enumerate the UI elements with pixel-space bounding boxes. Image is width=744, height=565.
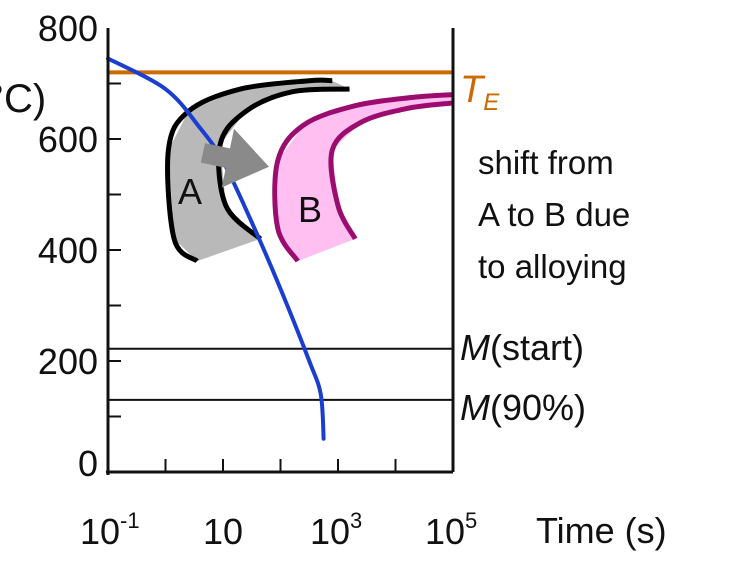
region-a-label: A <box>178 171 202 212</box>
y-tick-label: 0 <box>78 443 98 484</box>
m-start-label: M(start) <box>460 327 584 368</box>
x-axis-label: Time (s) <box>536 510 667 551</box>
labels: 0 200 400 600 800 10-1 10 103 105 Time (s) °C) TE M(… <box>0 8 667 552</box>
region-a-finish-curve <box>216 86 350 241</box>
horizontal-lines <box>108 70 453 401</box>
y-axis-label: °C) <box>0 77 46 121</box>
region-a-band <box>168 80 350 262</box>
y-tick-label: 600 <box>38 119 98 160</box>
y-tick-label: 200 <box>38 341 98 382</box>
cooling-curve <box>106 56 326 441</box>
shift-annotation-line: shift from <box>478 144 614 181</box>
cooling-curve-layer <box>106 56 326 441</box>
region-b-finish-curve <box>328 100 454 241</box>
y-tick-label: 400 <box>38 230 98 271</box>
region-b-label: B <box>298 189 322 230</box>
y-tick-label: 800 <box>38 8 98 49</box>
transformation-regions <box>165 77 454 264</box>
te-label: TE <box>460 69 500 116</box>
region-b-band <box>277 94 453 262</box>
x-tick-label: 103 <box>310 508 362 552</box>
shift-annotation-line: to alloying <box>478 248 627 285</box>
axes <box>106 28 455 475</box>
x-tick-label: 105 <box>425 508 477 552</box>
shift-arrow <box>200 128 269 188</box>
shift-annotation-line: A to B due <box>478 196 630 233</box>
x-tick-label: 10 <box>203 511 243 552</box>
region-b-start-curve <box>272 92 454 263</box>
shift-arrow-layer <box>200 128 269 188</box>
m-90-label: M(90%) <box>460 387 586 428</box>
x-tick-label: 10-1 <box>80 508 140 552</box>
